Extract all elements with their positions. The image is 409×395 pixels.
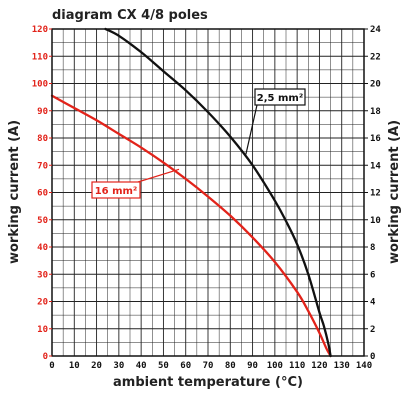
x-tick-label: 80 (225, 361, 236, 371)
x-tick-label: 60 (180, 361, 191, 371)
y-right-tick-label: 0 (370, 352, 375, 362)
y-left-axis-label: working current (A) (7, 120, 22, 264)
y-left-tick-label: 110 (32, 52, 48, 62)
y-right-tick-label: 16 (370, 134, 381, 144)
y-right-tick-label: 8 (370, 243, 375, 253)
y-left-tick-label: 80 (37, 134, 48, 144)
x-tick-label: 120 (311, 361, 327, 371)
callout-leader-2-5 (245, 104, 258, 155)
y-right-tick-label: 24 (370, 25, 381, 35)
callout-box-2-5 (254, 88, 306, 106)
y-left-tick-label: 10 (37, 325, 48, 335)
x-tick-label: 30 (113, 361, 124, 371)
x-tick-label: 110 (289, 361, 305, 371)
callout-label-16: 16 mm² (95, 186, 138, 197)
y-left-tick-label: 20 (37, 298, 48, 308)
y-right-tick-label: 12 (370, 189, 381, 199)
x-tick-label: 70 (203, 361, 214, 371)
y-right-tick-label: 2 (370, 325, 375, 335)
y-left-tick-label: 0 (43, 352, 48, 362)
y-left-tick-label: 120 (32, 25, 48, 35)
y-left-tick-label: 50 (37, 216, 48, 226)
series-layer (50, 27, 332, 358)
y-right-axis-label: working current (A) (387, 120, 402, 264)
y-right-tick-label: 6 (370, 270, 375, 280)
x-tick-label: 140 (356, 361, 372, 371)
chart-title: diagram CX 4/8 poles (52, 8, 208, 23)
callout-label-2-5: 2,5 mm² (257, 93, 303, 104)
y-right-tick-label: 18 (370, 107, 381, 117)
y-right-tick-label: 20 (370, 80, 381, 90)
callout-leader-16 (137, 168, 180, 183)
y-left-tick-label: 70 (37, 161, 48, 171)
callout-box-16 (91, 181, 141, 199)
x-tick-labels: 0 10 20 30 40 50 60 70 80 90 100 110 120 130 140 (49, 361, 372, 371)
y-left-tick-label: 60 (37, 189, 48, 199)
y-right-tick-label: 22 (370, 52, 381, 62)
y-right-tick-label: 10 (370, 216, 381, 226)
y-left-tick-label: 90 (37, 107, 48, 117)
x-tick-label: 90 (247, 361, 258, 371)
x-tick-label: 10 (69, 361, 80, 371)
y-left-tick-labels: 0 10 20 30 40 50 60 70 80 90 100 110 120 (32, 25, 52, 362)
x-tick-label: 50 (158, 361, 169, 371)
series-line (50, 94, 332, 358)
x-tick-label: 20 (91, 361, 102, 371)
y-left-tick-label: 40 (37, 243, 48, 253)
x-tick-label: 40 (136, 361, 147, 371)
x-tick-label: 130 (334, 361, 350, 371)
x-axis-label: ambient temperature (°C) (113, 375, 303, 390)
y-right-tick-label: 14 (370, 161, 381, 171)
y-left-tick-label: 100 (32, 80, 48, 90)
series-line (104, 27, 332, 358)
y-left-tick-label: 30 (37, 270, 48, 280)
series-callouts: 2,5 mm² 16 mm² (91, 88, 306, 199)
x-tick-label: 100 (267, 361, 283, 371)
x-tick-label: 0 (49, 361, 54, 371)
y-right-tick-label: 4 (370, 298, 376, 308)
